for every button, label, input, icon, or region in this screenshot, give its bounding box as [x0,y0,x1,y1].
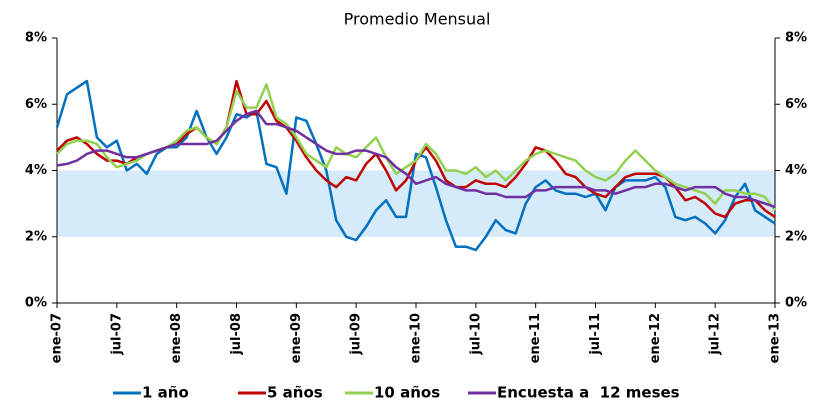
x-tick-label: ene-11 [528,313,543,363]
x-tick-label: ene-09 [289,313,304,363]
x-tick-label: jul-07 [109,313,124,356]
y2-tick-label: 6% [785,97,807,112]
series-line [56,83,776,212]
legend-label: 5 años [267,384,323,402]
y2-tick-label: 4% [785,163,807,178]
series-line [55,79,776,252]
y-tick-label: 6% [25,97,47,112]
target-band [57,170,775,237]
x-tick-label: jul-12 [708,313,723,356]
legend-label: 1 año [142,384,189,402]
x-tick-label: jul-10 [468,313,483,356]
x-tick-label: ene-07 [50,313,65,363]
x-tick-label: jul-08 [229,313,244,356]
y-tick-label: 0% [25,296,47,311]
x-tick-label: ene-12 [648,313,663,363]
chart-title: Promedio Mensual [344,10,491,29]
y-tick-label: 2% [25,229,47,244]
series-line [56,109,776,209]
x-tick-label: jul-11 [588,313,603,356]
x-tick-label: ene-13 [768,313,783,363]
y2-tick-label: 2% [785,229,807,244]
legend-label: Encuesta a 12 meses [497,384,680,402]
y-tick-label: 8% [25,31,47,46]
y2-tick-label: 0% [785,296,807,311]
x-tick-label: ene-10 [409,313,424,363]
x-tick-label: jul-09 [349,313,364,356]
y2-tick-label: 8% [785,31,807,46]
x-tick-label: ene-08 [169,313,184,363]
y-tick-label: 4% [25,163,47,178]
legend-label: 10 años [374,384,440,402]
